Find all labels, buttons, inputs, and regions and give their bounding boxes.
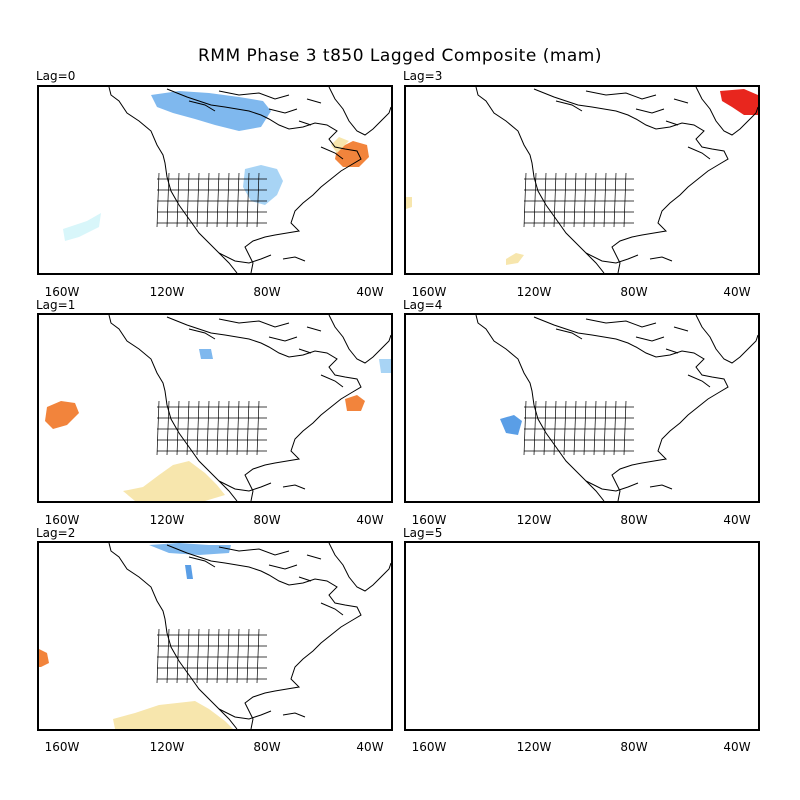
tick-label: 120W (149, 740, 185, 754)
tick-label: 160W (44, 740, 80, 754)
chart-title: RMM Phase 3 t850 Lagged Composite (mam) (197, 46, 602, 66)
coastline (108, 87, 391, 273)
anomaly-great-lakes-cold (243, 165, 283, 205)
coastline (108, 543, 391, 729)
tick-label: 40W (356, 513, 384, 527)
tick-label: 160W (411, 285, 447, 299)
anomaly-west-edge-warm (406, 197, 412, 209)
map-panel-lag2 (37, 541, 393, 731)
anomaly-arctic-cold (149, 543, 231, 555)
tick-label: 40W (356, 740, 384, 754)
tick-label: 40W (723, 513, 751, 527)
map-panel-lag4 (404, 313, 760, 503)
tick-label: 80W (253, 513, 281, 527)
tick-label: 80W (620, 740, 648, 754)
coastline (475, 87, 758, 273)
anomaly-greenland-cold (379, 359, 391, 373)
anomaly-greenland-warm (720, 89, 758, 115)
anomaly-west-edge-warm (39, 649, 49, 667)
map-panel-lag5 (404, 541, 760, 731)
tick-label: 160W (44, 513, 80, 527)
map-panel-lag1 (37, 313, 393, 503)
map-svg (45, 315, 391, 501)
tick-label: 80W (620, 513, 648, 527)
anomaly-subtropical-pacific-warm (506, 253, 524, 265)
anomaly-northern-canada-cold (151, 91, 271, 131)
coastline (108, 315, 391, 501)
anomaly-eastern-pacific-cold (63, 213, 101, 241)
anomaly-central-canada-cold (199, 349, 213, 359)
map-svg (475, 315, 758, 501)
tick-label: 40W (723, 285, 751, 299)
map-panel-lag0 (37, 85, 393, 275)
panel-label-lag3: Lag=3 (403, 69, 443, 83)
map-svg (406, 543, 758, 729)
tick-label: 120W (516, 513, 552, 527)
map-svg (406, 87, 758, 273)
anomaly-eastern-pacific-warm (113, 701, 233, 729)
tick-label: 80W (253, 740, 281, 754)
tick-label: 160W (411, 740, 447, 754)
tick-label: 120W (516, 740, 552, 754)
map-svg (63, 87, 391, 273)
anomaly-california-coast-cold (500, 415, 522, 435)
map-panel-lag3 (404, 85, 760, 275)
panel-label-lag0: Lag=0 (36, 69, 76, 83)
tick-label: 40W (723, 740, 751, 754)
tick-label: 80W (620, 285, 648, 299)
tick-label: 80W (253, 285, 281, 299)
anomaly-north-atlantic-warm (345, 395, 365, 411)
coastline (475, 315, 758, 501)
tick-label: 120W (516, 285, 552, 299)
anomaly-newfoundland-warm-edge (331, 137, 349, 153)
tick-label: 160W (411, 513, 447, 527)
anomaly-northeast-pacific-warm (45, 401, 79, 429)
tick-label: 40W (356, 285, 384, 299)
anomaly-newfoundland-warm (335, 141, 369, 167)
panel-label-lag4: Lag=4 (403, 298, 443, 312)
anomaly-eastern-pacific-warm (123, 461, 225, 501)
panel-label-lag2: Lag=2 (36, 526, 76, 540)
tick-label: 120W (149, 513, 185, 527)
panel-label-lag1: Lag=1 (36, 298, 76, 312)
anomaly-canada-cold (185, 565, 193, 579)
tick-label: 160W (44, 285, 80, 299)
map-svg (39, 543, 391, 729)
tick-label: 120W (149, 285, 185, 299)
panel-label-lag5: Lag=5 (403, 526, 443, 540)
